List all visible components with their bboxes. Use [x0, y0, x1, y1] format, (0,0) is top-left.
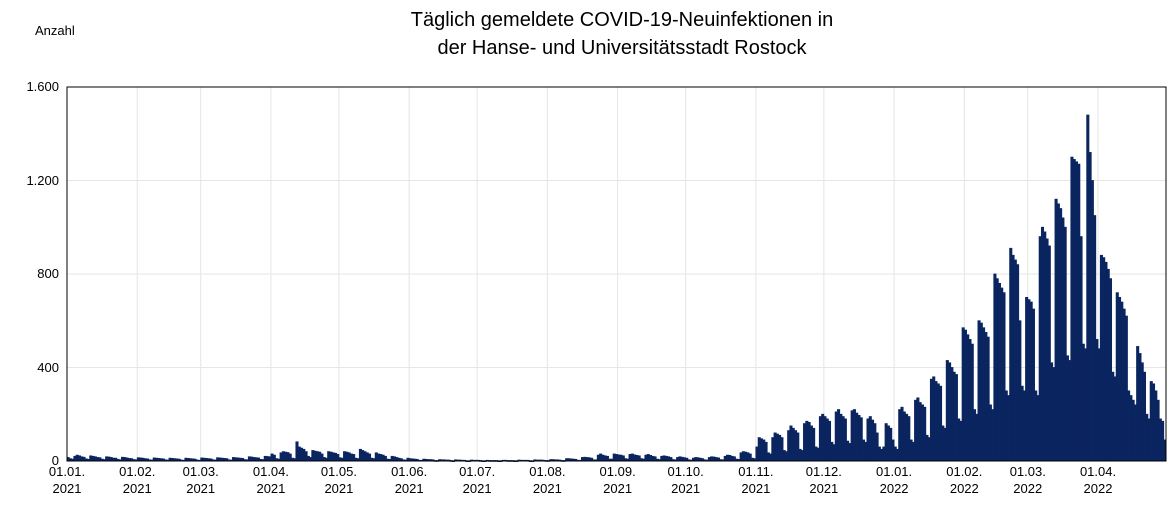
plot-frame — [66, 86, 1167, 462]
x-tick-label: 01.12. 2021 — [805, 464, 842, 496]
x-tick-label: 01.03. 2022 — [1009, 464, 1046, 496]
y-tick-label: 1.200 — [26, 172, 59, 188]
x-tick-label: 01.07. 2021 — [459, 464, 496, 496]
x-tick-label: 01.02. 2022 — [946, 464, 983, 496]
y-tick-label: 0 — [51, 453, 59, 468]
y-axis-label: Anzahl — [35, 23, 75, 38]
x-tick-label: 01.09. 2021 — [599, 464, 636, 496]
x-tick-label: 01.03. 2021 — [182, 464, 219, 496]
y-tick-label: 800 — [37, 266, 59, 281]
x-tick-label: 01.04. 2021 — [252, 464, 290, 496]
x-tick-label: 01.02. 2021 — [119, 464, 156, 496]
y-tick-label: 400 — [37, 359, 59, 375]
x-tick-label: 01.04. 2022 — [1079, 464, 1117, 496]
x-tick-label: 01.10. 2021 — [667, 464, 704, 496]
x-tick-label: 01.08. 2021 — [529, 464, 566, 496]
x-tick-label: 01.01. 2021 — [48, 464, 86, 496]
x-tick-label: 01.05. 2021 — [320, 464, 357, 496]
x-tick-label: 01.11. 2021 — [738, 464, 774, 496]
chart-title: Täglich gemeldete COVID-19-Neuinfektione… — [410, 9, 834, 59]
y-tick-label: 1.600 — [26, 79, 59, 94]
x-tick-label: 01.06. 2021 — [391, 464, 428, 496]
x-tick-label: 01.01. 2022 — [876, 464, 913, 496]
